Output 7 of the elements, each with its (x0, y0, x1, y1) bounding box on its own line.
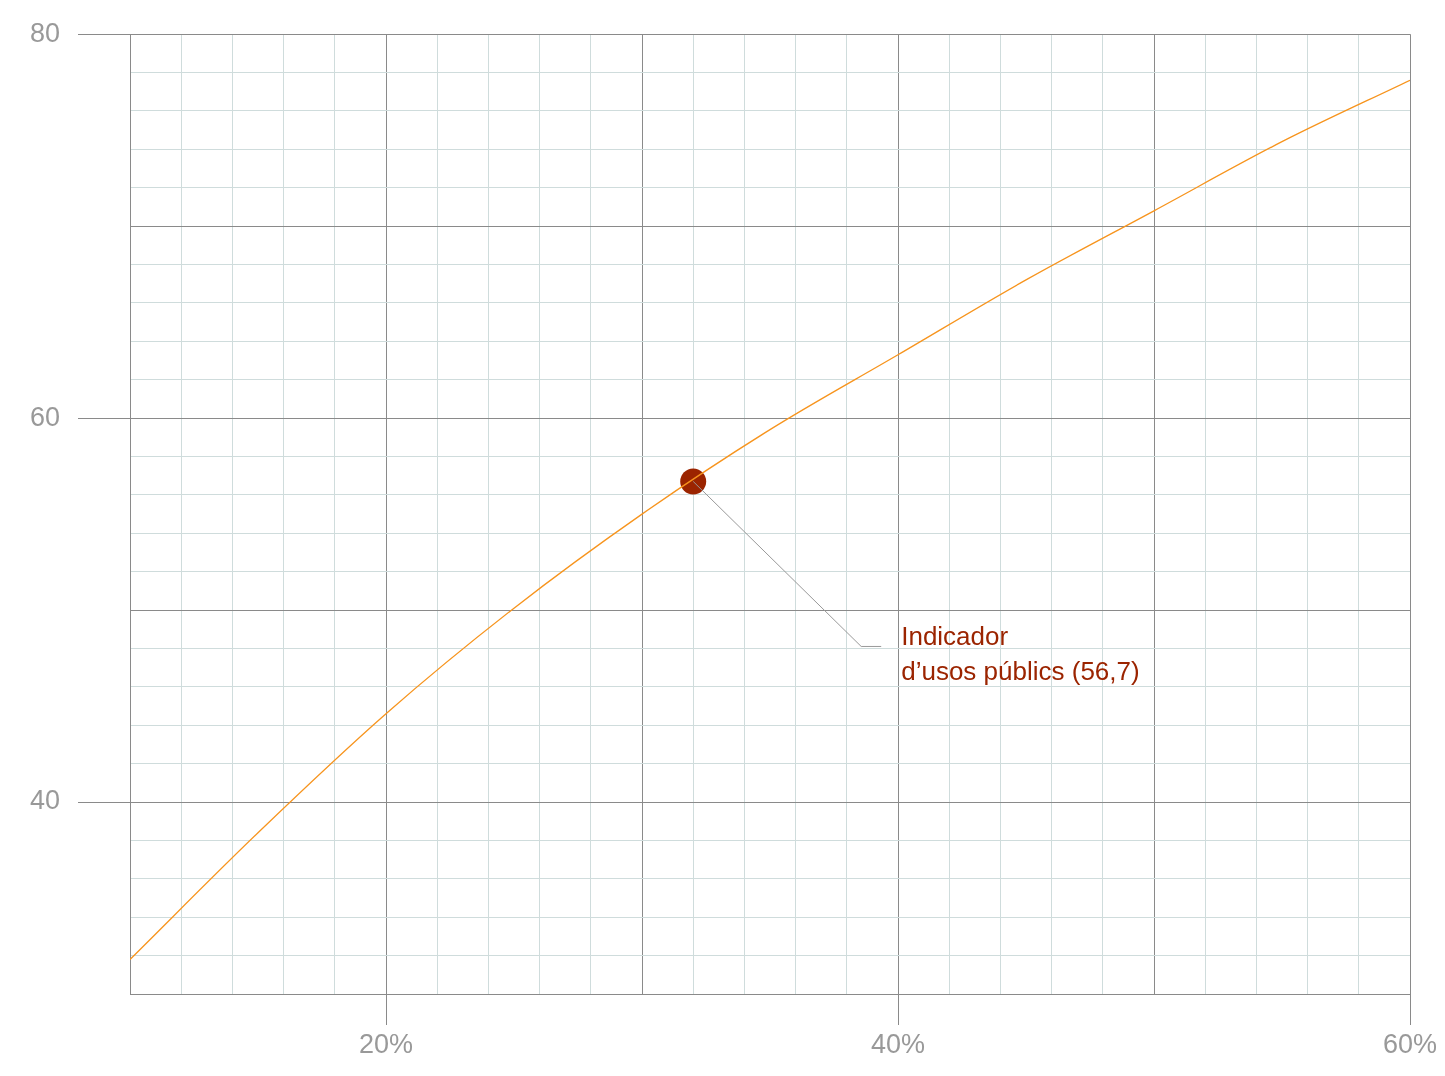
annotation: Indicador d’usos públics (56,7) (901, 620, 1140, 686)
x-tick-label: 60% (1382, 1028, 1438, 1059)
x-tick-label: 20% (358, 1028, 414, 1059)
y-tick-label: 40 (29, 785, 60, 816)
x-tick-label: 40% (870, 1028, 926, 1059)
y-tick-label: 80 (29, 17, 60, 48)
y-tick-label: 60 (29, 401, 60, 432)
